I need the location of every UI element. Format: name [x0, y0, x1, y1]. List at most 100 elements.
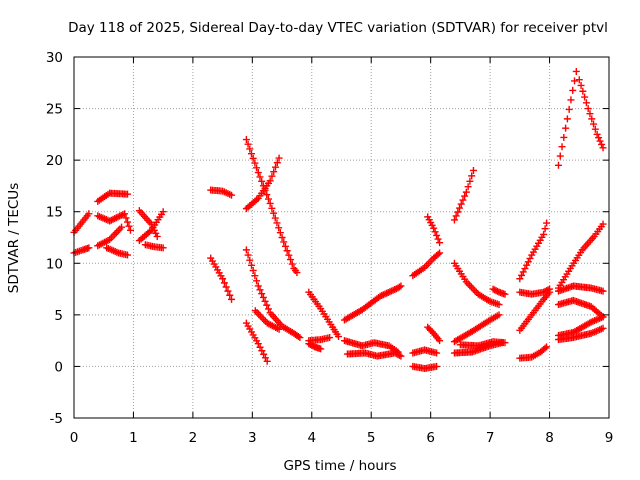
data-point [263, 191, 271, 199]
data-point [599, 144, 607, 152]
data-series-arc [489, 285, 509, 298]
x-tick-label: 2 [189, 430, 198, 446]
data-point [266, 177, 274, 185]
x-tick-label: 4 [307, 430, 316, 446]
data-point [433, 362, 441, 370]
data-point [376, 292, 384, 300]
plot-frame [73, 56, 610, 419]
data-point [521, 265, 529, 273]
data-point [317, 345, 325, 353]
x-tick-label: 9 [605, 430, 614, 446]
data-point [543, 343, 551, 351]
data-point [436, 337, 444, 345]
data-point [591, 125, 599, 133]
data-point [125, 222, 133, 230]
data-point [153, 232, 161, 240]
data-point [468, 172, 476, 180]
data-point [431, 228, 439, 236]
data-point [495, 301, 503, 309]
data-series-arc [450, 311, 503, 346]
x-tick-label: 8 [545, 430, 554, 446]
data-point [541, 225, 549, 233]
data-point [85, 210, 93, 218]
data-point [335, 333, 343, 341]
data-point [599, 287, 607, 295]
data-point [263, 357, 271, 365]
data-point [124, 218, 131, 226]
data-point [434, 235, 442, 243]
y-tick-label: 25 [46, 102, 63, 118]
data-point [518, 271, 526, 279]
x-tick-labels: 0 1 2 3 4 5 6 7 8 9 [70, 430, 614, 446]
data-series-arc [207, 186, 236, 199]
data-point [572, 67, 580, 75]
data-series-arc [135, 208, 167, 245]
data-point [152, 229, 160, 237]
data-point [461, 192, 469, 200]
data-point [118, 223, 126, 231]
data-point [519, 268, 527, 276]
data-point [582, 99, 590, 107]
data-point [389, 286, 397, 294]
data-point [124, 251, 131, 259]
data-point [246, 145, 254, 153]
data-point [541, 344, 549, 352]
data-point [516, 275, 524, 283]
data-series-arc [516, 288, 554, 334]
data-point [247, 261, 255, 269]
data-series-arc [94, 223, 126, 250]
data-point [378, 292, 386, 300]
data-point [554, 161, 562, 169]
x-tick-label: 0 [70, 430, 79, 446]
data-point [264, 305, 272, 313]
data-series-arc [409, 249, 444, 280]
data-point [122, 214, 130, 222]
data-point [159, 244, 167, 252]
data-point [220, 279, 228, 287]
data-point [256, 343, 264, 351]
data-point [563, 115, 571, 123]
data-point [253, 277, 261, 285]
data-series-arc [242, 154, 283, 213]
data-point [546, 288, 554, 296]
data-point [383, 289, 391, 297]
data-point [379, 291, 387, 299]
data-point [452, 212, 460, 220]
data-point [273, 159, 281, 167]
x-axis-label: GPS time / hours [283, 458, 396, 474]
data-point [275, 325, 283, 333]
data-series-arc [340, 337, 402, 356]
data-point [219, 275, 227, 283]
data-point [228, 295, 236, 303]
x-tick-label: 7 [486, 430, 495, 446]
data-point [251, 272, 259, 280]
data-point [454, 208, 462, 216]
y-tick-label: 0 [54, 359, 63, 375]
data-point [249, 154, 257, 162]
data-point [469, 166, 477, 174]
data-point [256, 286, 264, 294]
data-series-arc [94, 210, 134, 234]
data-point [556, 152, 564, 160]
data-point [273, 219, 281, 227]
data-point [596, 137, 604, 145]
data-point [278, 234, 286, 241]
data-point [270, 168, 278, 176]
y-tick-labels: -5 0 5 10 15 20 25 30 [46, 50, 63, 427]
data-point [395, 283, 403, 291]
y-axis-label: SDTVAR / TECUs [6, 183, 22, 293]
data-point [584, 105, 592, 113]
data-point [586, 110, 594, 118]
data-point [285, 251, 293, 259]
data-series-arc [207, 254, 236, 303]
y-tick-label: 15 [46, 205, 63, 221]
data-point [280, 238, 288, 246]
data-point [287, 256, 295, 264]
data-series-arc [456, 338, 509, 350]
data-point [575, 76, 583, 84]
y-tick-label: 5 [54, 308, 63, 324]
data-point [264, 195, 272, 203]
y-tick-label: -5 [50, 411, 63, 427]
data-point [450, 216, 458, 224]
data-point [254, 282, 262, 290]
